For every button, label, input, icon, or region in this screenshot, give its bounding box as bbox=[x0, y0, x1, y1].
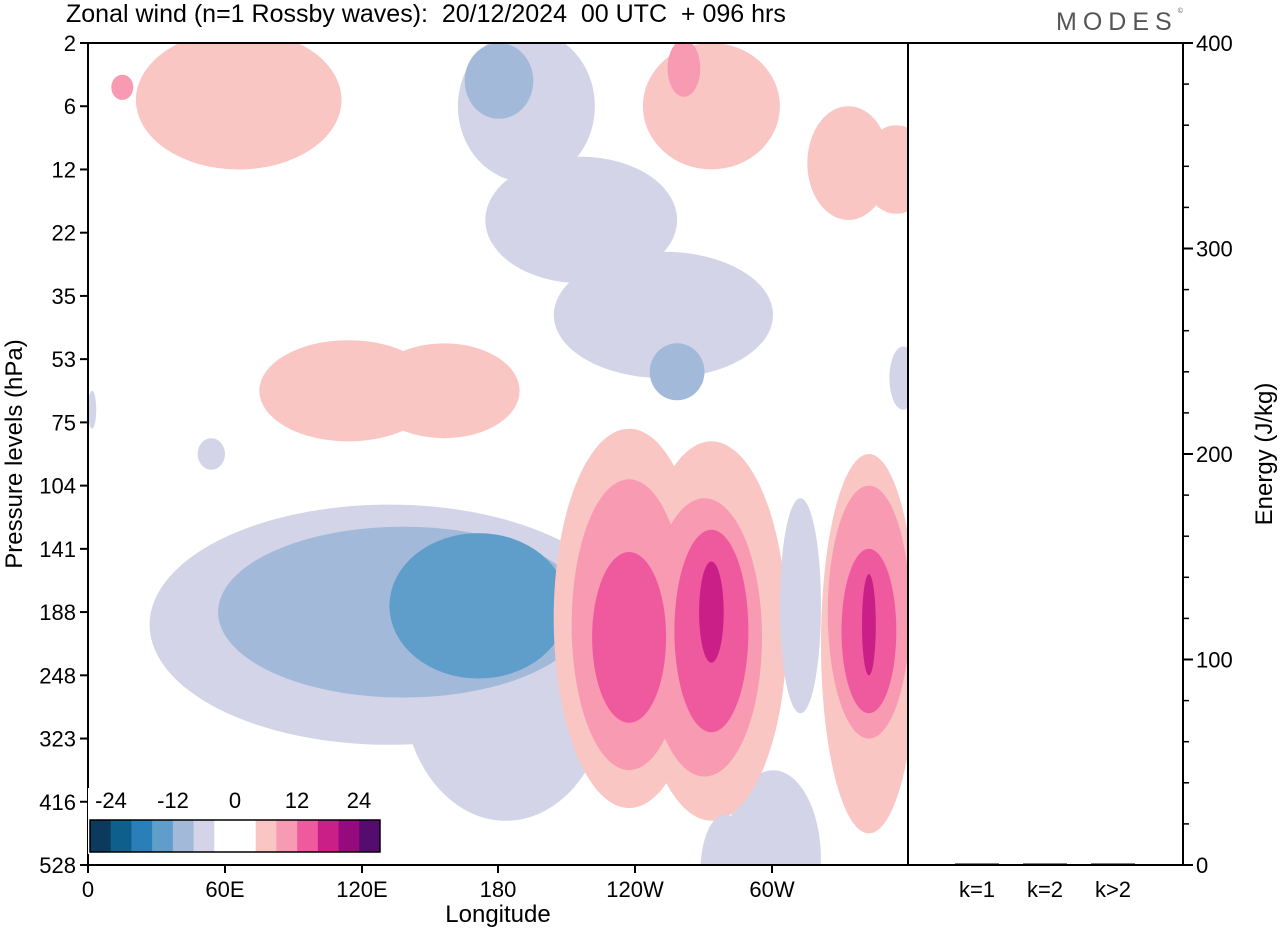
logo-text: MODES bbox=[1056, 8, 1178, 36]
neg-blob bbox=[700, 814, 750, 865]
y-tick-label: 248 bbox=[39, 663, 76, 688]
y-tick-label: 416 bbox=[39, 790, 76, 815]
pos-blob bbox=[862, 125, 908, 214]
energy-bar bbox=[1091, 863, 1135, 865]
y-tick-label: 75 bbox=[52, 410, 76, 435]
neg-blob bbox=[88, 390, 97, 429]
colorbar-label: 12 bbox=[285, 788, 309, 813]
colorbar: -24 -12 0 12 24 bbox=[88, 788, 382, 854]
neg-blob bbox=[197, 438, 225, 470]
y-tick-label: 2 bbox=[64, 31, 76, 56]
energy-tick-label: 300 bbox=[1196, 237, 1233, 262]
y-tick-label: 53 bbox=[52, 347, 76, 372]
x-tick-label: 0 bbox=[82, 877, 94, 902]
energy-bar bbox=[955, 863, 999, 865]
pos-blob bbox=[862, 574, 876, 676]
colorbar-swatch bbox=[317, 820, 339, 852]
colorbar-swatch bbox=[131, 820, 153, 852]
y-tick-label: 323 bbox=[39, 727, 76, 752]
y-tick-label: 104 bbox=[39, 474, 76, 499]
colorbar-label: 24 bbox=[347, 788, 371, 813]
neg-blob bbox=[464, 43, 534, 119]
energy-bar bbox=[1023, 863, 1067, 865]
pos-blob bbox=[699, 561, 724, 663]
energy-tick-label: 200 bbox=[1196, 442, 1233, 467]
neg-blob bbox=[389, 533, 568, 679]
y-tick-label: 528 bbox=[39, 853, 76, 878]
colorbar-swatch bbox=[338, 820, 360, 852]
energy-bars: k=1 k=2 k>2 bbox=[955, 863, 1135, 902]
colorbar-swatch bbox=[276, 820, 298, 852]
contour-field bbox=[88, 43, 908, 865]
y-axis-label: Pressure levels (hPa) bbox=[1, 339, 28, 568]
colorbar-label: -24 bbox=[95, 788, 127, 813]
neg-blob bbox=[485, 156, 678, 284]
neg-blob bbox=[553, 251, 774, 379]
energy-tick-label: 100 bbox=[1196, 648, 1233, 673]
colorbar-frame bbox=[89, 819, 381, 853]
colorbar-swatch bbox=[152, 820, 174, 852]
y-tick-label: 35 bbox=[52, 284, 76, 309]
neg-blob bbox=[649, 343, 705, 401]
energy-category-label: k=2 bbox=[1027, 877, 1063, 902]
chart-title: Zonal wind (n=1 Rossby waves): 20/12/202… bbox=[66, 0, 786, 28]
y-tick-label: 141 bbox=[39, 537, 76, 562]
logo-mark: © bbox=[1177, 8, 1183, 15]
pos-blob bbox=[368, 343, 520, 439]
pos-blob bbox=[592, 552, 667, 723]
colorbar-swatch bbox=[359, 820, 381, 852]
y-tick-label: 12 bbox=[52, 157, 76, 182]
colorbar-swatch bbox=[90, 820, 112, 852]
colorbar-swatch bbox=[214, 820, 236, 852]
modes-logo: MODES© bbox=[1056, 8, 1183, 37]
energy-category-label: k=1 bbox=[959, 877, 995, 902]
pos-blob bbox=[667, 43, 701, 97]
energy-axis-label: Energy (J/kg) bbox=[1251, 383, 1278, 526]
energy-tick-label: 400 bbox=[1196, 31, 1233, 56]
colorbar-swatch bbox=[235, 820, 257, 852]
x-tick-label: 120W bbox=[606, 877, 664, 902]
colorbar-label: -12 bbox=[157, 788, 189, 813]
energy-tick-label: 0 bbox=[1196, 853, 1208, 878]
x-axis-label: Longitude bbox=[445, 901, 550, 928]
colorbar-swatch bbox=[297, 820, 319, 852]
pos-blob bbox=[111, 74, 134, 100]
colorbar-swatch bbox=[172, 820, 194, 852]
neg-blob bbox=[889, 346, 908, 410]
neg-blob bbox=[779, 498, 822, 714]
colorbar-label: 0 bbox=[229, 788, 241, 813]
y-tick-label: 188 bbox=[39, 600, 76, 625]
energy-category-label: k>2 bbox=[1095, 877, 1131, 902]
x-tick-label: 180 bbox=[480, 877, 517, 902]
pos-blob bbox=[135, 43, 342, 170]
colorbar-swatch bbox=[255, 820, 277, 852]
y-tick-label: 6 bbox=[64, 94, 76, 119]
y-tick-label: 22 bbox=[52, 221, 76, 246]
x-tick-label: 60W bbox=[749, 877, 794, 902]
pos-blob bbox=[642, 43, 780, 170]
colorbar-swatch bbox=[193, 820, 215, 852]
x-tick-label: 120E bbox=[336, 877, 387, 902]
colorbar-swatch bbox=[110, 820, 132, 852]
x-tick-label: 60E bbox=[205, 877, 244, 902]
